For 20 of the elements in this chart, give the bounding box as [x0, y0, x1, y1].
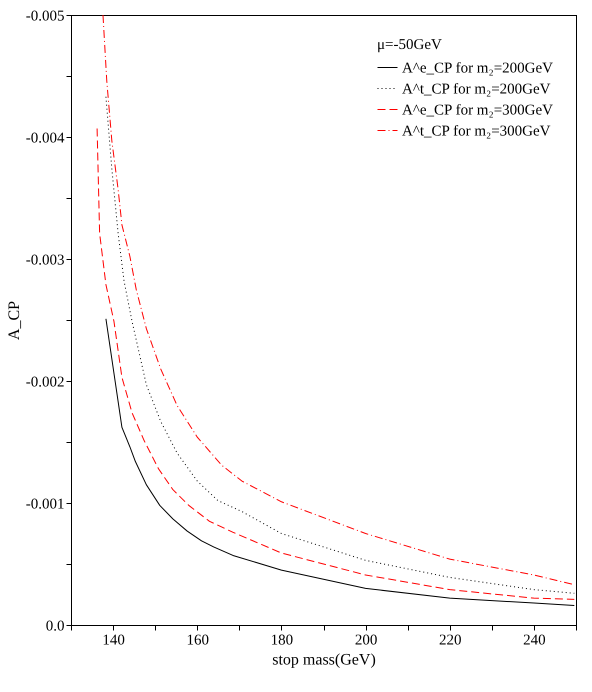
x-tick-label: 180 [270, 632, 294, 648]
x-tick-label: 140 [102, 632, 125, 648]
y-tick-label: -0.005 [26, 8, 64, 24]
y-tick-label: 0.0 [46, 618, 64, 634]
x-tick-label: 240 [523, 632, 546, 648]
y-tick-label: -0.001 [26, 496, 64, 512]
y-axis-title: A_CP [6, 300, 23, 340]
y-tick-label: -0.004 [26, 130, 65, 146]
x-tick-label: 220 [439, 632, 462, 648]
line-series [102, 14, 575, 586]
legend-label: A^e_CP for m₂=200GeV [402, 60, 554, 76]
x-tick-label: 160 [186, 632, 209, 648]
legend-title: μ=-50GeV [377, 37, 442, 53]
y-tick-label: -0.002 [26, 374, 64, 390]
legend-label: A^e_CP for m₂=300GeV [402, 102, 554, 118]
legend-label: A^t_CP for m₂=200GeV [402, 82, 551, 98]
x-axis-title: stop mass(GeV) [272, 652, 376, 668]
x-tick-label: 200 [354, 632, 378, 648]
legend-label: A^t_CP for m₂=300GeV [402, 124, 551, 140]
y-tick-label: -0.003 [26, 252, 64, 268]
